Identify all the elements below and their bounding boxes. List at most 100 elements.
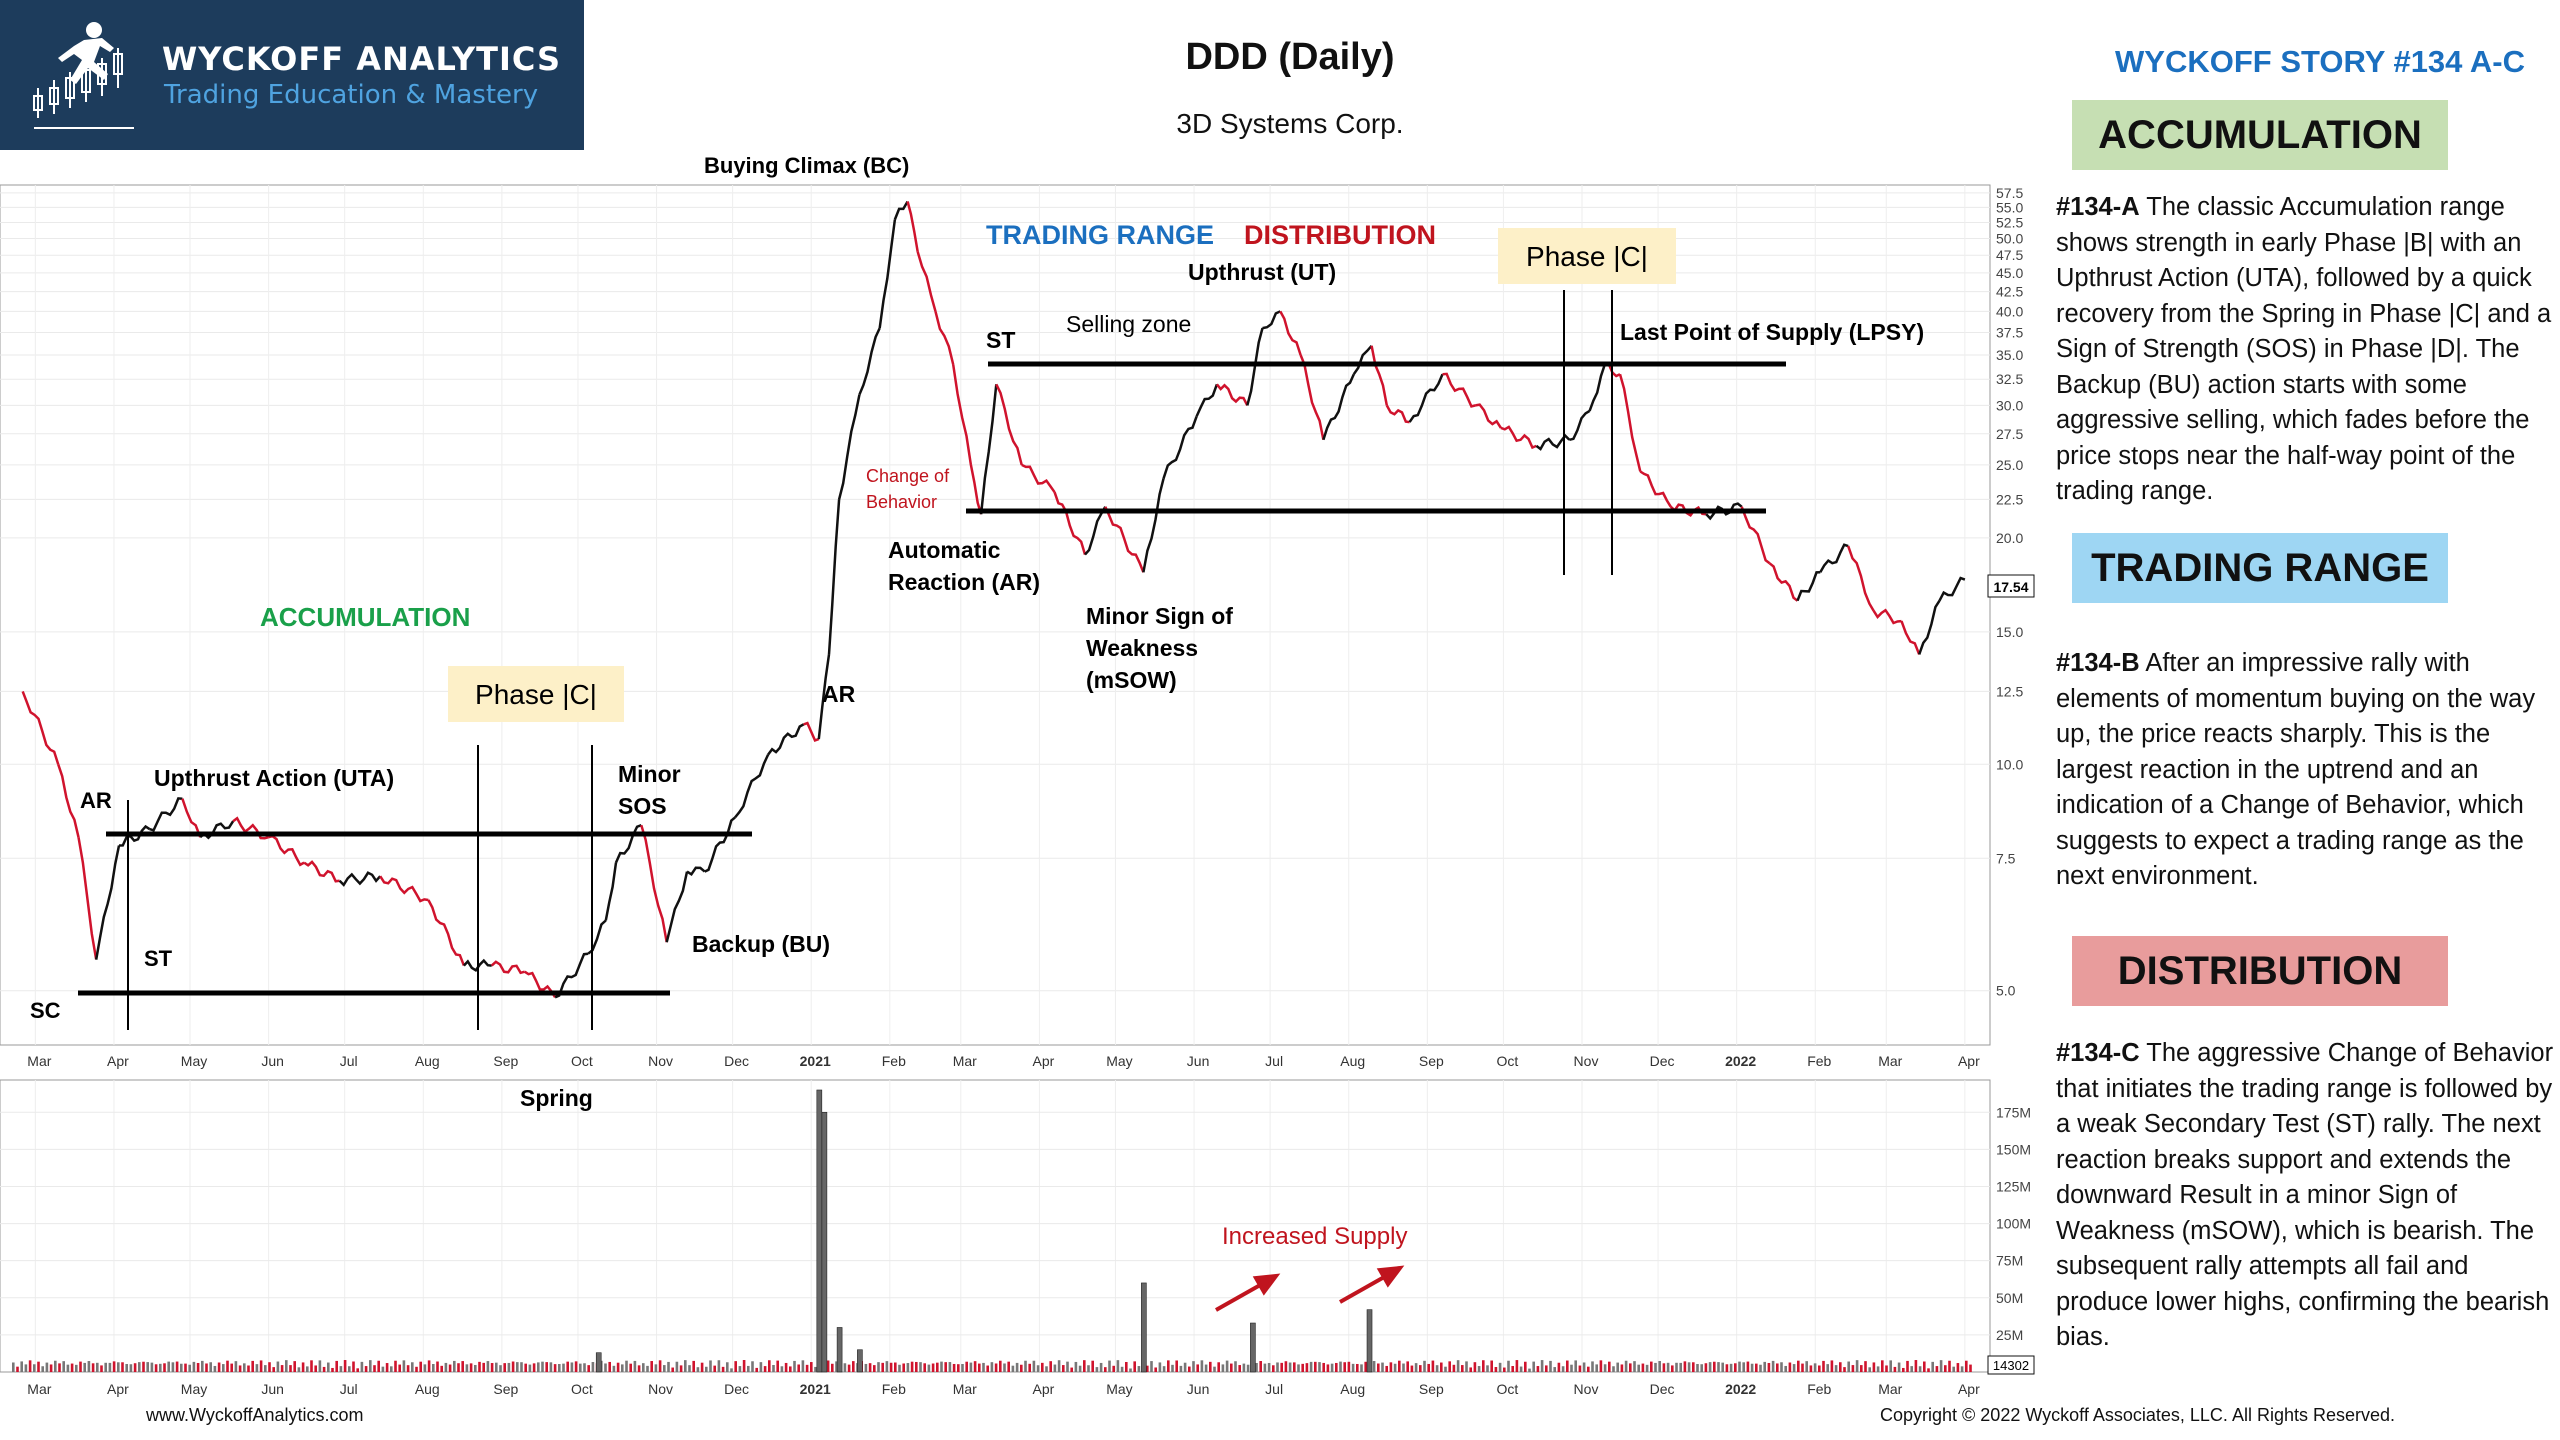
price-x-tick: Jul [340,1053,358,1069]
volume-bar-small [1192,1361,1195,1372]
volume-bar-small [1536,1366,1540,1372]
volume-bar-small [1830,1360,1834,1372]
price-segment [1740,506,1771,565]
supply-arrow-1 [1215,1282,1263,1312]
volume-bar-small [982,1362,985,1372]
volume-bar-small [1041,1362,1044,1372]
volume-bar-small [1221,1364,1225,1372]
volume-bar-small [1477,1366,1481,1372]
volume-bar-small [1503,1367,1506,1372]
volume-bar-small [1876,1366,1880,1372]
volume-panel-frame [0,1079,1991,1373]
volume-bar-small [1868,1367,1871,1372]
volume-bar-small [1020,1364,1023,1372]
volume-bar-small [772,1365,775,1372]
volume-bar-small [41,1366,44,1372]
volume-bar-small [1263,1363,1267,1372]
volume-bar-small [679,1365,683,1372]
price-y-tick: 50.0 [1996,230,2023,246]
price-x-tick: Feb [882,1053,906,1069]
volume-bar-small [671,1367,674,1372]
volume-bar-small [121,1362,124,1372]
volume-bar-small [499,1365,502,1372]
volume-bar-small [394,1360,397,1372]
volume-bar-small [175,1361,179,1372]
volume-bar-small [1771,1360,1775,1372]
volume-bar-small [1818,1365,1821,1372]
volume-bar-small [847,1364,851,1372]
msow-label-3: (mSOW) [1086,667,1177,693]
volume-bar-small [889,1362,893,1372]
price-segment [686,866,706,876]
volume-bar-small [1007,1361,1010,1372]
price-x-tick: Oct [1497,1053,1519,1069]
accumulation-annotations: Phase |C| SC AR ST Upthrust Action (UTA)… [30,602,856,1111]
volume-bar-small [1834,1365,1838,1372]
volume-bar-small [566,1361,569,1372]
price-y-tick: 37.5 [1996,324,2023,340]
volume-bar-small [1511,1366,1514,1372]
volume-bar-small [1545,1365,1548,1372]
upthrust-label: Upthrust (UT) [1188,259,1336,285]
volume-bar-small [885,1361,889,1372]
volume-bar-small [255,1364,259,1372]
price-segment [614,824,642,864]
volume-y-tick: 150M [1996,1141,2031,1157]
price-segment [1142,477,1165,573]
volume-bar-small [826,1360,830,1372]
distribution-chart-label: DISTRIBUTION [1244,220,1436,250]
volume-bar-small [310,1360,313,1372]
accumulation-heading: ACCUMULATION [2072,100,2448,170]
price-y-tick: 22.5 [1996,491,2023,507]
volume-bar-small [1515,1360,1519,1372]
volume-bar-small [331,1367,334,1372]
volume-bar-small [1125,1361,1128,1372]
price-segment [303,860,340,883]
volume-bar-small [163,1363,166,1372]
volume-bar-small [1763,1361,1766,1372]
volume-bar-small [1179,1365,1183,1372]
volume-bar-small [1729,1363,1733,1372]
price-segment [57,763,80,838]
price-x-tick: 2021 [800,1053,831,1069]
volume-bar-small [1860,1365,1863,1372]
volume-bar-small [507,1362,511,1372]
volume-bar-small [1780,1362,1783,1372]
volume-bar-small [1272,1365,1275,1372]
volume-bar-small [1444,1366,1447,1372]
volume-bar-small [1062,1365,1065,1372]
volume-bar-small [1297,1364,1300,1372]
volume-bar-small [1372,1361,1376,1372]
volume-bar-small [419,1361,422,1372]
trading-range-chart-label: TRADING RANGE [986,220,1214,250]
volume-bar-small [1230,1363,1233,1372]
volume-bar-small [125,1364,128,1372]
price-y-tick: 52.5 [1996,215,2023,231]
lpsy-label: Last Point of Supply (LPSY) [1620,319,1924,345]
price-segment [1053,491,1087,555]
volume-bar-small [642,1363,645,1372]
volume-bar-small [516,1362,519,1372]
price-segment [1500,425,1537,450]
volume-bar-small [1494,1367,1498,1372]
volume-bar-small [868,1363,872,1372]
volume-bar-small [192,1361,196,1372]
volume-bar-small [1486,1365,1489,1372]
volume-bar-small [948,1362,952,1372]
price-segment [803,721,820,742]
price-x-tick: Mar [27,1053,51,1069]
volume-bar-small [1633,1361,1636,1372]
logo-title: WYCKOFF ANALYTICS [162,40,561,78]
volume-bar-small [843,1363,847,1372]
price-series [21,200,1966,999]
volume-bar-small [1612,1366,1615,1372]
volume-bar-small [965,1361,968,1372]
volume-bar-small [1431,1360,1435,1372]
volume-bar-small [1679,1362,1682,1372]
volume-bar-small [1318,1362,1321,1372]
volume-bar-small [112,1361,116,1372]
volume-bar-small [1616,1362,1619,1372]
volume-bar-small [1351,1363,1355,1372]
volume-bar-small [201,1360,204,1372]
volume-bar-small [973,1361,977,1372]
